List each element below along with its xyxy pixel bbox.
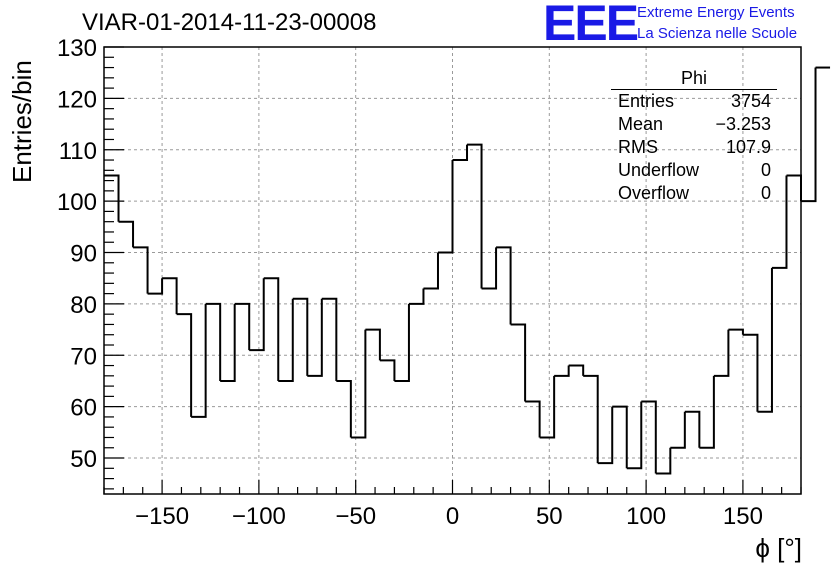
logo-line-1: Extreme Energy Events — [637, 4, 795, 21]
histogram-bin — [655, 447, 672, 475]
x-tick-label: −100 — [232, 503, 286, 530]
x-tick-label: 0 — [446, 503, 459, 530]
y-tick-label: 90 — [70, 241, 97, 268]
histogram-bin — [539, 375, 556, 439]
histogram-bin — [801, 67, 817, 203]
histogram-bin — [118, 220, 135, 248]
histogram-bin — [321, 297, 338, 381]
histogram-bin — [423, 252, 439, 290]
histogram-bin — [554, 365, 570, 377]
histogram-bin — [670, 411, 686, 449]
histogram-bin — [612, 405, 628, 469]
histogram-bin — [684, 410, 701, 448]
histogram-bin — [408, 288, 425, 305]
stats-label: RMS — [618, 137, 658, 157]
eee-logo: EEE — [543, 0, 639, 51]
y-tick-label: 110 — [59, 138, 97, 165]
stats-label: Entries — [618, 91, 675, 111]
x-tick-label: 150 — [723, 503, 763, 530]
stats-box: Phi Entries 3754 Mean −3.253 RMS 107.9 U… — [611, 68, 777, 205]
x-tick-label: 100 — [626, 503, 666, 530]
histogram-bin — [133, 246, 149, 294]
histogram-bin — [437, 160, 454, 254]
histogram-bin — [496, 246, 512, 325]
stats-label: Underflow — [618, 160, 700, 180]
y-tick-label: 60 — [70, 395, 97, 422]
stats-row-mean: Mean −3.253 — [611, 113, 777, 136]
histogram-bin — [568, 364, 585, 376]
stats-value: 3754 — [730, 91, 771, 111]
histogram-bin — [350, 329, 367, 439]
stats-value: 0 — [760, 160, 771, 180]
histogram-bin — [234, 302, 251, 351]
histogram-bin — [786, 174, 802, 202]
histogram-bin — [263, 277, 280, 381]
y-tick-label: 120 — [57, 86, 97, 113]
histogram-bin — [481, 247, 498, 290]
histogram-bin — [307, 298, 323, 377]
histogram-bin — [467, 143, 483, 289]
x-axis-label: ϕ [°] — [755, 533, 802, 563]
y-tick-label: 130 — [57, 35, 97, 62]
logo-line-2: La Scienza nelle Scuole — [637, 25, 798, 42]
histogram-bin — [205, 302, 222, 381]
y-tick-label: 80 — [70, 292, 97, 319]
histogram-bin — [757, 267, 773, 413]
stats-label: Mean — [618, 114, 664, 134]
y-tick-label: 70 — [70, 343, 97, 370]
histogram-bin — [278, 298, 294, 382]
histogram-bin — [394, 303, 410, 382]
stats-value: 0 — [760, 183, 771, 203]
histogram-bin — [104, 174, 120, 222]
chart-title: VIAR-01-2014-11-23-00008 — [82, 9, 377, 36]
histogram-bin — [525, 400, 541, 438]
stats-row-overflow: Overflow 0 — [611, 182, 777, 205]
histogram-bin — [379, 359, 396, 381]
histogram-bin — [641, 400, 657, 474]
histogram-bin — [162, 277, 178, 315]
histogram-bin — [176, 313, 193, 417]
histogram-bin — [597, 406, 614, 465]
histogram-bin — [147, 278, 164, 295]
histogram-bin — [510, 323, 527, 402]
x-tick-label: −150 — [135, 503, 189, 530]
histogram-bin — [771, 175, 788, 269]
x-tick-label: −50 — [335, 503, 376, 530]
y-axis-label: Entries/bin — [7, 60, 37, 183]
histogram-bin — [742, 333, 759, 412]
histogram-bin — [365, 328, 381, 361]
stats-histogram-name: Phi — [611, 68, 777, 90]
stats-row-entries: Entries 3754 — [611, 90, 777, 113]
y-tick-label: 50 — [70, 446, 97, 473]
histogram-bin — [336, 379, 352, 438]
histogram-bin — [728, 328, 744, 335]
histogram-bin — [220, 303, 236, 382]
x-tick-label: 50 — [536, 503, 563, 530]
y-tick-label: 100 — [57, 189, 97, 216]
stats-row-rms: RMS 107.9 — [611, 136, 777, 159]
stats-row-underflow: Underflow 0 — [611, 159, 777, 182]
histogram-bin — [249, 278, 265, 352]
histogram-bin — [583, 374, 599, 464]
histogram-bin — [699, 375, 715, 449]
histogram-bin — [191, 303, 207, 418]
stats-label: Overflow — [618, 183, 690, 203]
histogram-bin — [626, 401, 643, 470]
histogram-bin — [713, 329, 730, 377]
histogram-bin — [292, 297, 309, 376]
stats-value: 107.9 — [725, 137, 771, 157]
stats-value: −3.253 — [715, 114, 771, 134]
histogram-bin — [452, 144, 469, 162]
